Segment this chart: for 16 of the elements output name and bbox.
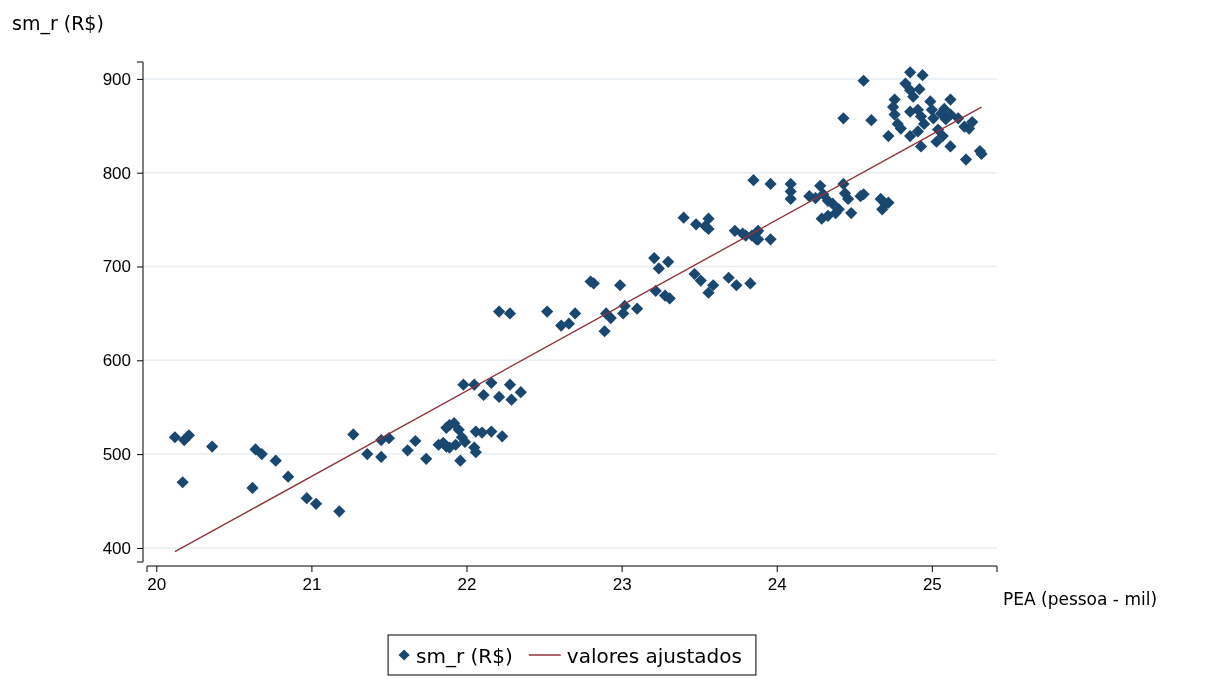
y-tick-label: 900	[102, 69, 131, 89]
y-tick-label: 500	[102, 445, 131, 465]
legend-label: sm_r (R$)	[416, 644, 513, 668]
legend-label: valores ajustados	[566, 644, 742, 668]
x-tick-label: 24	[767, 575, 787, 595]
x-tick-label: 22	[457, 575, 477, 595]
x-tick-label: 23	[612, 575, 632, 595]
y-tick-label: 700	[102, 257, 131, 277]
y-tick-label: 600	[102, 351, 131, 371]
y-tick-label: 800	[102, 163, 131, 183]
x-axis-title: PEA (pessoa - mil)	[1003, 589, 1158, 609]
x-tick-label: 21	[302, 575, 322, 595]
x-tick-label: 20	[147, 575, 167, 595]
x-tick-label: 25	[922, 575, 942, 595]
y-tick-label: 400	[102, 538, 131, 558]
y-axis-title: sm_r (R$)	[12, 12, 104, 35]
